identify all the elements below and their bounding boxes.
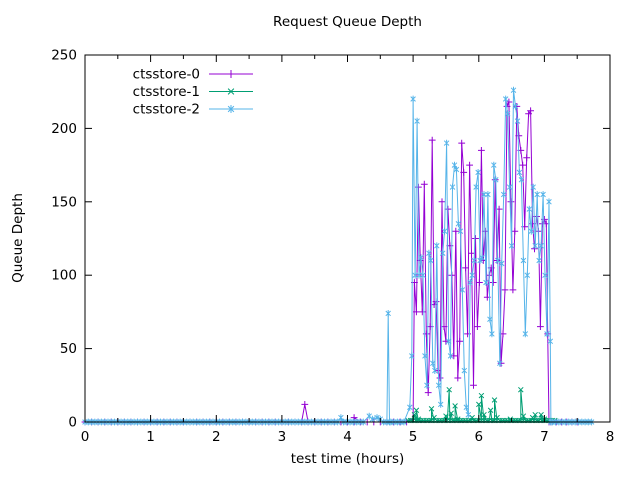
series-markers-ctsstore-1 [405,386,558,424]
y-tick-label: 100 [51,268,77,284]
chart-title: Request Queue Depth [273,14,422,30]
series-ctsstore-0 [81,98,581,426]
legend-label: ctsstore-2 [133,102,200,118]
series-markers-ctsstore-2 [82,86,595,426]
y-tick-label: 200 [51,121,77,137]
legend-label: ctsstore-0 [133,67,200,83]
legend-sample-marker [227,70,235,78]
x-axis-label: test time (hours) [290,451,405,467]
legend-entry-ctsstore-0: ctsstore-0 [133,67,253,83]
legend-entry-ctsstore-2: ctsstore-2 [133,102,253,118]
x-tick-label: 6 [475,429,484,445]
axis-ticks [84,54,611,423]
legend-entry-ctsstore-1: ctsstore-1 [133,84,253,100]
y-tick-label: 50 [60,341,77,357]
series-line-ctsstore-2 [85,90,592,423]
x-tick-label: 4 [343,429,352,445]
series-ctsstore-2 [82,86,595,426]
y-tick-label: 150 [51,194,77,210]
x-tick-label: 8 [606,429,615,445]
x-tick-label: 2 [212,429,221,445]
axis-tick-labels: 0 1 2 3 4 5 6 7 8 0 50 100 150 200 250 [51,48,614,446]
series-line-ctsstore-1 [407,389,555,423]
series-ctsstore-1 [405,386,558,424]
y-tick-label: 0 [68,415,77,431]
y-tick-label: 250 [51,48,77,64]
x-tick-label: 0 [81,429,90,445]
legend-sample-marker [227,88,235,95]
legend-label: ctsstore-1 [133,84,200,100]
legend-sample-marker [227,105,235,113]
x-tick-label: 5 [409,429,418,445]
x-tick-label: 7 [540,429,549,445]
x-tick-label: 3 [278,429,287,445]
x-tick-label: 1 [146,429,155,445]
y-axis-label: Queue Depth [10,193,26,283]
